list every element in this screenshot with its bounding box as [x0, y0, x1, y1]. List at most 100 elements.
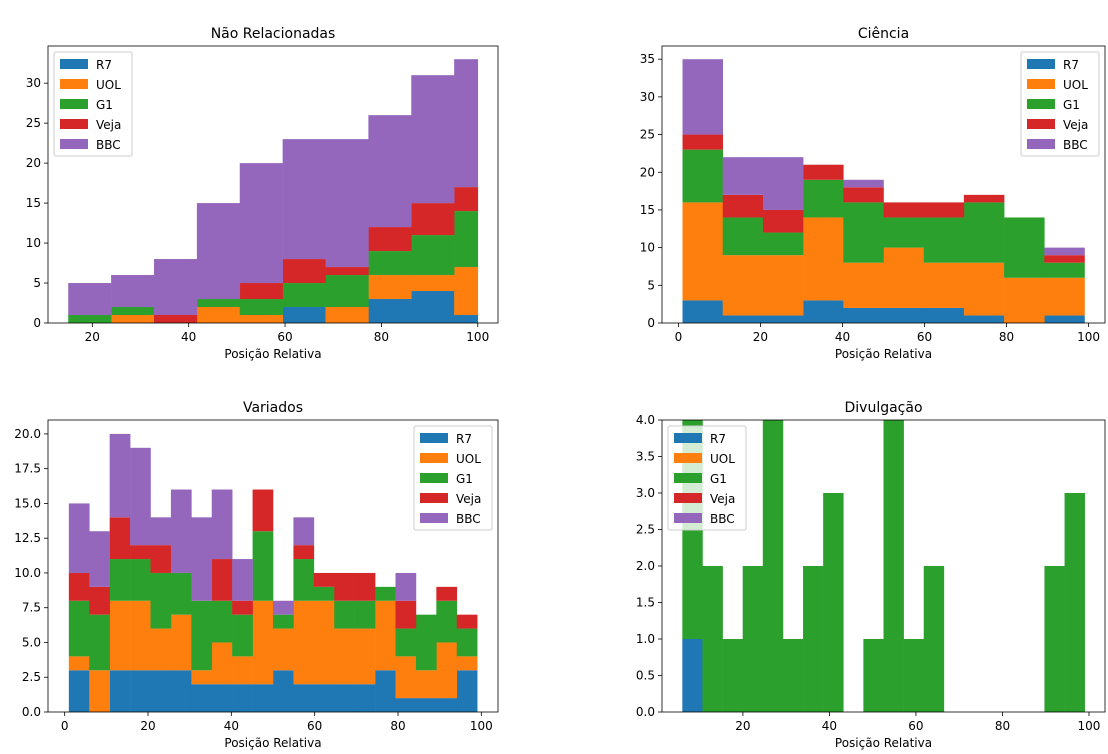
- legend-label-uol: UOL: [1063, 78, 1088, 92]
- bar-r7-2: [763, 315, 803, 323]
- bar-bbc-0: [683, 59, 723, 134]
- bar-g1-4: [240, 299, 283, 315]
- bar-veja-2: [763, 210, 803, 233]
- y-tick-label: 12.5: [14, 531, 41, 545]
- bar-veja-4: [151, 545, 172, 573]
- bar-uol-6: [326, 307, 369, 323]
- bar-g1-7: [964, 202, 1004, 262]
- bar-uol-9: [1044, 278, 1084, 316]
- y-tick-label: 10: [26, 236, 41, 250]
- legend-swatch-veja: [674, 493, 702, 503]
- bar-uol-5: [884, 248, 924, 308]
- y-tick-label: 10: [640, 241, 655, 255]
- bar-g1-18: [436, 601, 457, 643]
- bar-g1-16: [396, 629, 417, 657]
- bar-bbc-4: [843, 180, 883, 188]
- bar-g1-7: [823, 493, 843, 712]
- bar-r7-3: [130, 670, 151, 712]
- bar-veja-6: [924, 202, 964, 217]
- bar-uol-8: [1004, 278, 1044, 323]
- bar-r7-6: [191, 684, 212, 712]
- bar-g1-14: [355, 601, 376, 629]
- y-tick-label: 17.5: [14, 462, 41, 476]
- legend-label-r7: R7: [710, 432, 726, 446]
- legend-label-g1: G1: [710, 472, 727, 486]
- bar-uol-3: [803, 217, 843, 300]
- bar-bbc-6: [191, 517, 212, 600]
- bar-uol-1: [111, 315, 154, 323]
- bar-g1-2: [110, 559, 131, 601]
- bar-g1-0: [69, 601, 90, 657]
- chart-ciencia: 0 20 40 60 80 100 0 5 10 15 20 25 30 35 Ciência Posição…: [640, 26, 1105, 361]
- bar-veja-9: [253, 490, 274, 532]
- bar-veja-1: [89, 587, 110, 615]
- x-tick-label: 40: [822, 719, 837, 733]
- legend-label-bbc: BBC: [456, 512, 481, 526]
- y-tick-label: 1.5: [636, 596, 655, 610]
- bar-uol-10: [273, 629, 294, 671]
- chart-nao-relacionadas: 20 40 60 80 100 0 5 10 15 20 25 30 Não Relacionadas P…: [26, 26, 498, 361]
- legend: R7UOLG1VejaBBC: [668, 426, 746, 530]
- y-tick-label: 1.0: [636, 632, 655, 646]
- bar-g1-11: [904, 639, 924, 712]
- bar-r7-14: [355, 684, 376, 712]
- x-tick-label: 80: [374, 330, 389, 344]
- bar-bbc-10: [273, 601, 294, 615]
- legend-swatch-bbc: [674, 513, 702, 523]
- bar-r7-12: [314, 684, 335, 712]
- bar-veja-12: [314, 573, 335, 587]
- legend-label-veja: Veja: [96, 118, 121, 132]
- legend-label-bbc: BBC: [96, 138, 121, 152]
- legend-label-uol: UOL: [710, 452, 735, 466]
- bar-veja-9: [454, 187, 478, 211]
- x-tick-label: 40: [835, 330, 850, 344]
- legend-label-veja: Veja: [710, 492, 735, 506]
- legend-swatch-uol: [420, 453, 448, 463]
- bar-r7-8: [232, 684, 253, 712]
- bar-r7-15: [375, 670, 396, 712]
- bar-uol-3: [130, 601, 151, 671]
- y-tick-label: 0: [33, 316, 41, 330]
- bar-uol-4: [240, 315, 283, 323]
- bar-uol-1: [723, 255, 763, 315]
- bar-uol-6: [924, 263, 964, 308]
- chart-title: Divulgação: [844, 400, 922, 416]
- bar-g1-9: [863, 639, 883, 712]
- bar-g1-19: [1065, 493, 1085, 712]
- bar-bbc-2: [763, 157, 803, 210]
- bar-g1-15: [375, 587, 396, 601]
- legend-label-r7: R7: [456, 432, 472, 446]
- bar-g1-0: [68, 315, 111, 323]
- bar-g1-18: [1044, 566, 1064, 712]
- bar-bbc-7: [212, 490, 233, 560]
- bar-r7-6: [924, 308, 964, 323]
- bar-r7-19: [457, 670, 478, 712]
- bar-uol-3: [197, 307, 240, 323]
- bar-uol-9: [253, 601, 274, 684]
- bar-g1-3: [743, 566, 763, 712]
- bar-r7-13: [334, 684, 355, 712]
- x-axis-label: Posição Relativa: [835, 347, 932, 361]
- bar-bbc-4: [151, 517, 172, 545]
- legend-swatch-uol: [60, 79, 88, 89]
- bar-r7-0: [682, 639, 702, 712]
- bar-veja-2: [154, 315, 197, 323]
- bar-r7-9: [1044, 315, 1084, 323]
- bar-uol-14: [355, 629, 376, 685]
- bar-veja-7: [964, 195, 1004, 203]
- bar-r7-0: [683, 300, 723, 323]
- bar-r7-7: [368, 299, 411, 323]
- y-tick-label: 25: [640, 128, 655, 142]
- bar-uol-7: [212, 642, 233, 684]
- bar-veja-0: [683, 135, 723, 150]
- bar-uol-19: [457, 656, 478, 670]
- bar-g1-4: [763, 420, 783, 712]
- bar-bbc-9: [1044, 248, 1084, 256]
- x-tick-label: 100: [1078, 719, 1101, 733]
- y-tick-label: 30: [640, 90, 655, 104]
- bar-g1-7: [368, 251, 411, 275]
- chart-title: Variados: [243, 400, 303, 416]
- bar-veja-19: [457, 615, 478, 629]
- legend-label-g1: G1: [96, 98, 113, 112]
- bar-bbc-2: [154, 259, 197, 315]
